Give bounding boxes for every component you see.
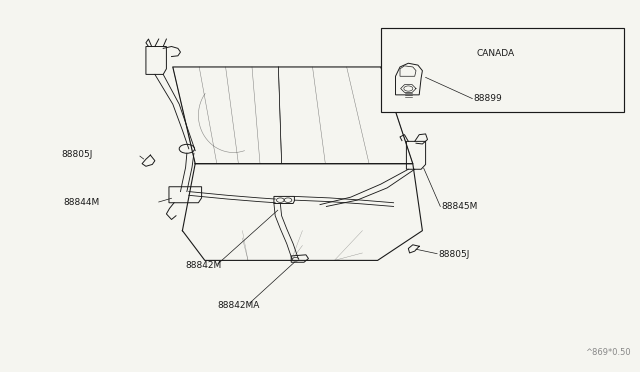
Text: 88805J: 88805J (61, 150, 93, 159)
Text: 88805J: 88805J (438, 250, 470, 259)
Text: 88844M: 88844M (63, 198, 99, 207)
Text: 88845M: 88845M (442, 202, 478, 211)
Text: ^869*0.50: ^869*0.50 (585, 348, 630, 357)
Text: 88842M: 88842M (186, 262, 222, 270)
Bar (381, 28, 624, 112)
Text: 88842MA: 88842MA (218, 301, 260, 310)
Text: CANADA: CANADA (477, 49, 515, 58)
Text: 88899: 88899 (474, 94, 502, 103)
